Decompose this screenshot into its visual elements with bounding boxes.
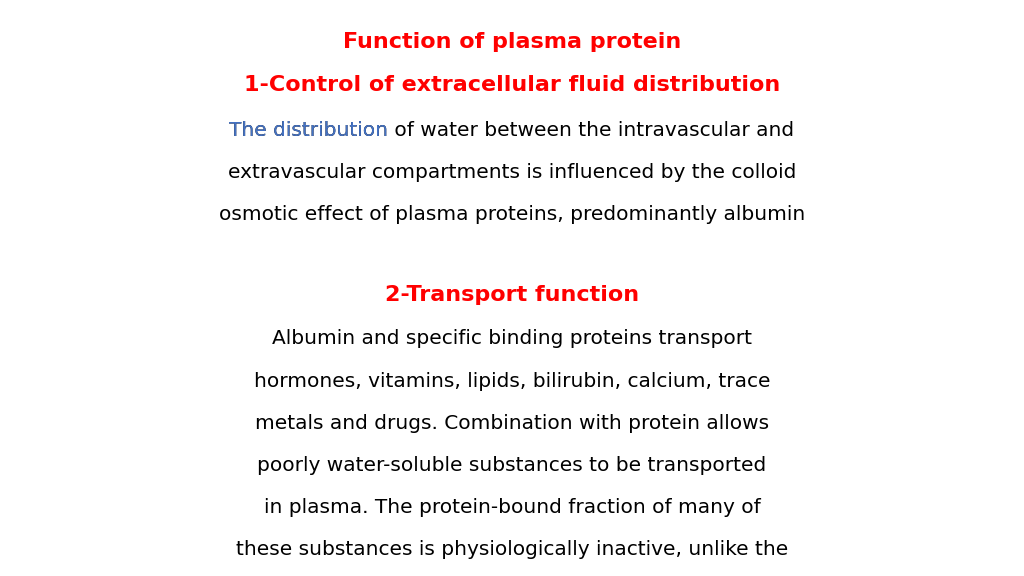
Text: osmotic effect of plasma proteins, predominantly albumin: osmotic effect of plasma proteins, predo… (219, 205, 805, 224)
Text: 2-Transport function: 2-Transport function (385, 285, 639, 305)
Text: The distribution of water between the intravascular and: The distribution of water between the in… (229, 121, 795, 140)
Text: poorly water-soluble substances to be transported: poorly water-soluble substances to be tr… (257, 456, 767, 475)
Text: 1-Control of extracellular fluid distribution: 1-Control of extracellular fluid distrib… (244, 75, 780, 95)
Text: metals and drugs. Combination with protein allows: metals and drugs. Combination with prote… (255, 414, 769, 433)
Text: in plasma. The protein-bound fraction of many of: in plasma. The protein-bound fraction of… (263, 498, 761, 517)
Text: extravascular compartments is influenced by the colloid: extravascular compartments is influenced… (227, 163, 797, 182)
Text: The distribution: The distribution (229, 121, 388, 140)
Text: these substances is physiologically inactive, unlike the: these substances is physiologically inac… (236, 540, 788, 559)
Text: hormones, vitamins, lipids, bilirubin, calcium, trace: hormones, vitamins, lipids, bilirubin, c… (254, 372, 770, 391)
Text: Function of plasma protein: Function of plasma protein (343, 32, 681, 52)
Text: Albumin and specific binding proteins transport: Albumin and specific binding proteins tr… (272, 329, 752, 348)
